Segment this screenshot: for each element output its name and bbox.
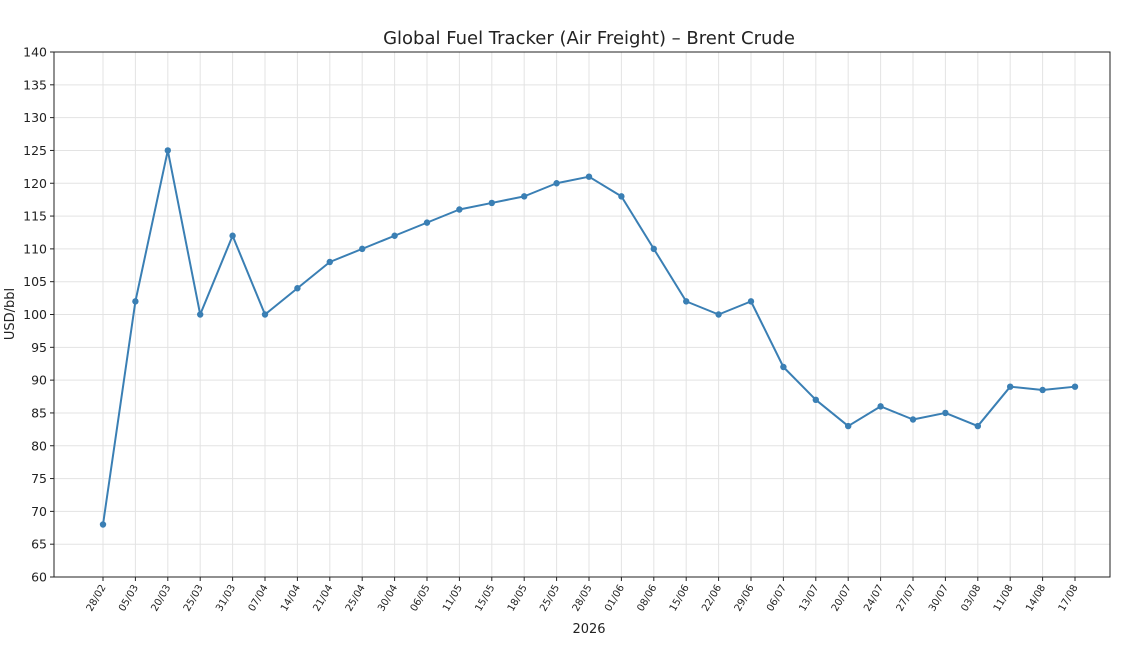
x-tick-label: 20/03 [149,583,173,613]
y-tick-label: 130 [23,110,47,125]
data-point [1007,383,1014,390]
data-point [488,199,495,207]
data-point [229,232,236,239]
x-tick-label: 14/08 [1024,583,1048,613]
x-tick-label: 20/07 [830,583,854,613]
x-tick-label: 06/07 [765,583,789,613]
x-tick-label: 11/08 [992,583,1016,613]
data-point [197,311,204,318]
y-axis-ticks: 60 65 70 75 80 85 90 95 100 105 110 115 120 125 130 135… [23,45,54,585]
data-point [974,422,981,430]
grid [54,51,1110,578]
data-point [1071,383,1079,390]
x-tick-label: 30/04 [376,583,400,613]
y-tick-label: 85 [31,405,47,420]
x-tick-label: 21/04 [311,583,335,613]
x-tick-label: 08/06 [635,583,659,613]
x-tick-label: 03/08 [959,583,983,613]
data-point [683,298,690,305]
data-point [942,409,949,417]
x-axis-ticks: 28/02 05/03 20/03 25/03 31/03 07/04 14/04 21/04… [85,577,1081,613]
data-point [650,245,657,253]
data-point [423,219,431,226]
x-tick-label: 29/06 [733,583,757,613]
data-point [326,258,333,266]
y-tick-label: 90 [31,373,47,388]
x-tick-label: 05/03 [117,583,141,613]
x-tick-label: 06/05 [409,583,433,613]
data-point [909,416,917,423]
series-points-layer [99,147,1079,528]
y-tick-label: 140 [23,45,47,60]
x-tick-label: 30/07 [927,583,951,613]
y-tick-label: 75 [31,471,47,486]
chart-title: Global Fuel Tracker (Air Freight) – Bren… [383,28,795,49]
y-tick-label: 120 [23,176,47,191]
data-point [456,206,463,213]
y-tick-label: 100 [23,307,47,322]
data-point [521,193,528,200]
data-point [1039,386,1046,394]
data-point [812,396,819,404]
data-point [391,232,398,239]
y-tick-label: 80 [31,438,47,453]
y-tick-label: 105 [23,274,47,289]
x-tick-label: 14/04 [279,583,303,613]
data-point [164,147,171,154]
x-tick-label: 25/05 [538,583,562,613]
x-tick-label: 24/07 [862,583,886,613]
x-tick-label: 18/05 [506,583,530,613]
y-tick-label: 135 [23,77,47,92]
data-point [261,311,269,318]
data-point [780,363,787,371]
data-point [359,245,366,253]
y-tick-label: 110 [23,241,47,256]
y-tick-label: 70 [31,504,47,519]
x-tick-label: 13/07 [797,583,821,613]
x-tick-label: 11/05 [441,583,465,613]
x-tick-label: 28/02 [85,583,109,613]
y-tick-label: 60 [31,570,47,585]
x-axis-label: 2026 [572,622,605,637]
x-tick-label: 31/03 [214,583,238,613]
data-point [132,298,139,305]
x-tick-label: 17/08 [1057,583,1081,613]
x-tick-label: 01/06 [603,583,627,613]
data-point [618,193,625,200]
data-point [747,298,755,305]
data-point [715,311,722,318]
y-tick-label: 115 [23,209,47,224]
x-tick-label: 22/06 [700,583,724,613]
x-tick-label: 27/07 [895,583,919,613]
x-tick-label: 15/05 [473,583,497,613]
y-axis-label: USD/bbl [3,288,18,340]
data-point [294,285,301,292]
y-tick-label: 65 [31,537,47,552]
x-tick-label: 25/04 [344,583,368,613]
x-tick-label: 28/05 [571,583,595,613]
y-tick-label: 125 [23,143,47,158]
data-point [585,173,593,180]
x-tick-label: 15/06 [668,583,692,613]
data-point [845,422,852,430]
x-tick-label: 25/03 [182,583,206,613]
data-point [877,403,884,410]
x-tick-label: 07/04 [247,583,271,613]
data-point [553,180,560,187]
data-point [99,521,107,528]
y-tick-label: 95 [31,340,47,355]
